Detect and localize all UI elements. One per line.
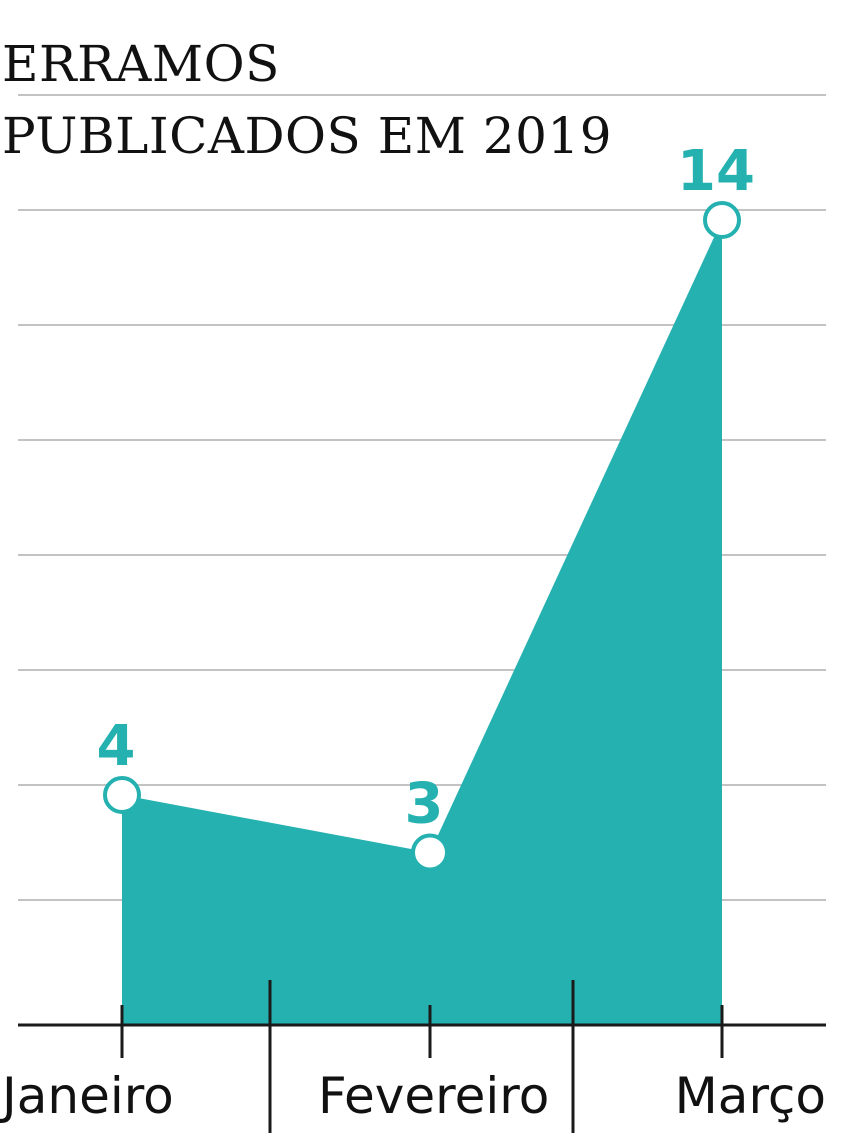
data-point-marker (411, 833, 449, 872)
data-label: 14 (677, 139, 755, 204)
chart-title-line-2: PUBLICADOS EM 2019 (2, 107, 613, 165)
chart-title: ERRAMOS PUBLICADOS EM 2019 (2, 28, 612, 172)
data-point-marker (703, 201, 741, 239)
x-tick-label: Março (675, 1067, 826, 1125)
x-tick-label: Fevereiro (318, 1067, 549, 1125)
data-point-marker (103, 776, 141, 814)
data-label: 3 (405, 772, 444, 837)
data-label: 4 (97, 714, 136, 779)
x-tick-label: Janeiro (0, 1067, 174, 1125)
area-series (122, 220, 722, 1025)
chart-title-line-1: ERRAMOS (2, 35, 280, 93)
